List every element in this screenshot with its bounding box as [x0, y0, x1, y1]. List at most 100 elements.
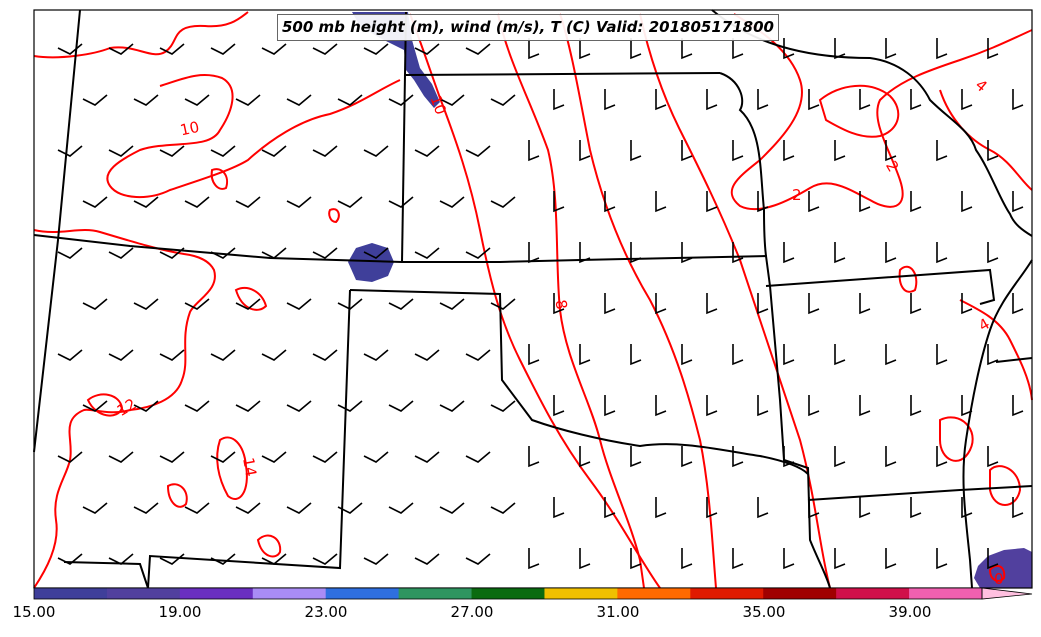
wind-barb: [681, 140, 693, 162]
wind-barb: [210, 349, 236, 361]
wind-barb: [885, 446, 897, 468]
colorbar-segment: [617, 588, 691, 599]
colorbar-segment: [471, 588, 545, 599]
wind-barb: [910, 497, 922, 519]
state-border: [995, 357, 1033, 363]
wind-barb: [987, 344, 999, 366]
wind-barb: [261, 247, 287, 259]
wind-barb: [732, 446, 744, 468]
contour-line: [939, 89, 1033, 191]
wind-barb: [579, 446, 591, 468]
wind-barb: [439, 196, 465, 208]
wind-barb: [235, 400, 261, 412]
contour-line: [939, 416, 974, 462]
wind-barb: [528, 548, 540, 570]
colorbar-segment: [179, 588, 254, 599]
wind-barb: [1012, 395, 1024, 417]
wind-barb: [987, 38, 999, 60]
wind-barb: [235, 196, 261, 208]
state-border: [711, 9, 1033, 237]
wind-barb: [859, 497, 871, 519]
wind-barb: [363, 43, 389, 55]
wind-barb: [655, 191, 667, 213]
wind-barb: [528, 446, 540, 468]
wind-barb: [528, 242, 540, 264]
wind-barb: [261, 43, 287, 55]
state-border: [33, 234, 771, 287]
wind-barb: [312, 553, 338, 565]
wind-barb: [312, 145, 338, 157]
wind-barb: [655, 89, 667, 111]
wind-barb: [757, 191, 769, 213]
wind-barb: [936, 38, 948, 60]
wind-barb: [82, 502, 108, 514]
wind-barb: [681, 446, 693, 468]
wind-barb: [210, 247, 236, 259]
wind-barb: [859, 89, 871, 111]
contour-label: 8: [551, 298, 570, 311]
wind-barb: [655, 395, 667, 417]
contour-label: 0: [994, 570, 1004, 588]
wind-barb: [732, 548, 744, 570]
wind-barb: [1012, 293, 1024, 315]
wind-barb: [235, 298, 261, 310]
wind-barb: [655, 497, 667, 519]
wind-barb: [604, 191, 616, 213]
wind-barb: [465, 553, 491, 565]
wind-barb: [732, 242, 744, 264]
wind-barb: [57, 553, 83, 565]
wind-barb: [808, 395, 820, 417]
contour-line: [988, 564, 1006, 582]
wind-barb: [337, 400, 363, 412]
wind-barb: [834, 242, 846, 264]
state-border: [147, 289, 351, 589]
wind-barb: [465, 43, 491, 55]
state-border: [33, 9, 81, 453]
wind-barb: [465, 349, 491, 361]
wind-barb: [261, 553, 287, 565]
wind-barb: [108, 349, 134, 361]
contour-line: [33, 11, 249, 59]
wind-barb: [783, 344, 795, 366]
wind-barb: [579, 242, 591, 264]
wind-barb: [579, 140, 591, 162]
wind-barb: [604, 497, 616, 519]
colorbar-tick-label: 35.00: [742, 603, 786, 621]
colorbar-tick-label: 39.00: [888, 603, 932, 621]
wind-barb: [706, 497, 718, 519]
colorbar-tick-label: 15.00: [12, 603, 56, 621]
contour-line: [989, 465, 1022, 506]
wind-barb: [655, 293, 667, 315]
wind-barb: [286, 94, 312, 106]
state-border: [63, 561, 149, 589]
wind-barb: [757, 395, 769, 417]
wind-barb: [159, 247, 185, 259]
wind-barb: [363, 349, 389, 361]
wind-barb: [987, 446, 999, 468]
wind-barb: [910, 293, 922, 315]
wind-barb: [987, 140, 999, 162]
wind-barb: [808, 191, 820, 213]
wind-barb: [312, 451, 338, 463]
wind-barb: [490, 94, 516, 106]
wind-barb: [885, 38, 897, 60]
wind-barb: [1012, 497, 1024, 519]
wind-barb: [732, 140, 744, 162]
wind-barb: [1012, 89, 1024, 111]
wind-barb: [808, 497, 820, 519]
colorbar-segment: [34, 588, 108, 599]
wind-barb: [579, 38, 591, 60]
colorbar-extend-arrow: [981, 587, 1033, 600]
contour-line: [559, 13, 717, 589]
plot-title: 500 mb height (m), wind (m/s), T (C) Val…: [277, 14, 779, 41]
wind-barb: [630, 446, 642, 468]
wind-barb: [490, 400, 516, 412]
wind-barb: [604, 293, 616, 315]
state-border: [807, 485, 1033, 501]
wind-barb: [630, 140, 642, 162]
wind-barb: [987, 548, 999, 570]
wind-barb: [363, 247, 389, 259]
wind-barb: [859, 293, 871, 315]
contour-label: 14: [239, 456, 260, 478]
